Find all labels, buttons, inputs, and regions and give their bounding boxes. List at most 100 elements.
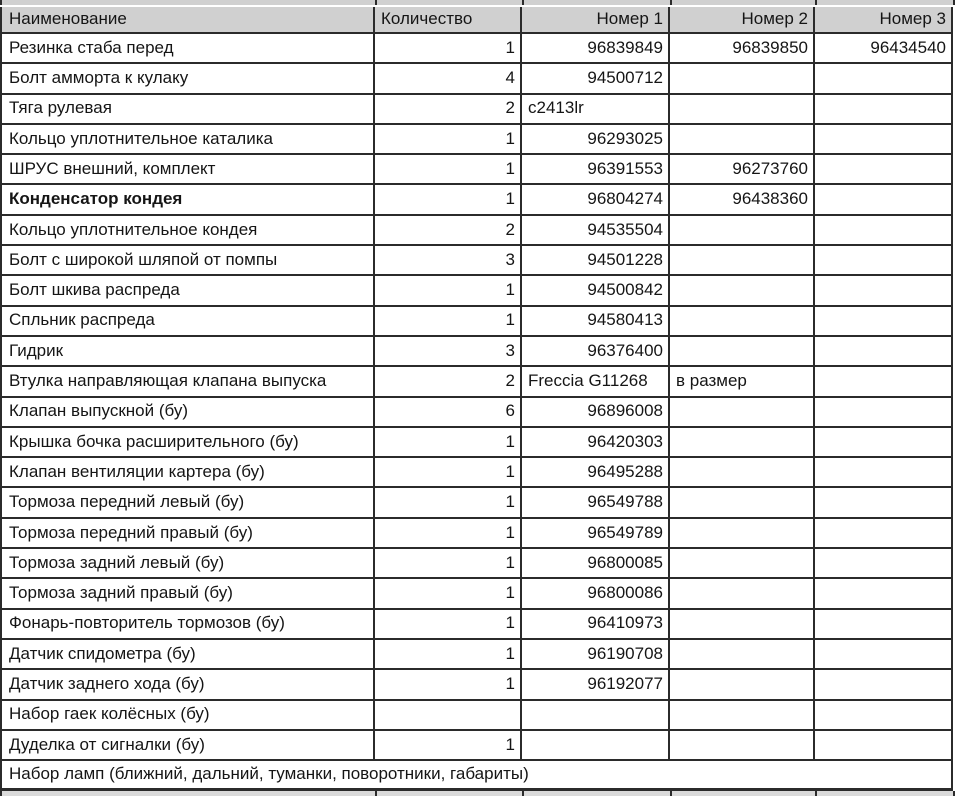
cell-number-1[interactable]: 96391553 [522,155,670,186]
cell-number-1[interactable]: 96839849 [522,34,670,65]
cell-quantity[interactable]: 1 [375,155,522,186]
cell-number-1[interactable]: 96420303 [522,427,670,459]
cell-name[interactable]: Тяга рулевая [0,94,375,125]
cell-name[interactable]: Датчик спидометра (бу) [0,639,375,671]
cell-number-3[interactable] [815,700,953,731]
cell-name[interactable]: Набор гаек колёсных (бу) [0,700,375,731]
cell-quantity[interactable]: 6 [375,397,522,428]
cell-number-3[interactable] [815,639,953,671]
cell-number-1[interactable] [522,700,670,731]
cell-quantity[interactable]: 4 [375,64,522,95]
cell-number-2[interactable] [670,730,815,762]
cell-number-3[interactable] [815,124,953,156]
cell-number-1[interactable]: 96804274 [522,185,670,216]
cell-number-1[interactable]: 94535504 [522,215,670,247]
cell-name[interactable]: Тормоза передний правый (бу) [0,518,375,550]
cell-number-2[interactable] [670,518,815,550]
header-number-1[interactable]: Номер 1 [522,7,670,34]
cell-quantity[interactable]: 1 [375,549,522,580]
cell-number-3[interactable] [815,609,953,640]
cell-number-1[interactable]: 94580413 [522,306,670,337]
cell-number-2[interactable] [670,306,815,337]
cell-name[interactable]: Спльник распреда [0,306,375,337]
cell-quantity[interactable]: 1 [375,639,522,671]
cell-name[interactable]: Фонарь-повторитель тормозов (бу) [0,609,375,640]
cell-quantity[interactable]: 1 [375,34,522,65]
cell-number-2[interactable] [670,276,815,307]
cell-quantity[interactable]: 2 [375,94,522,125]
cell-number-3[interactable] [815,215,953,247]
cell-number-2[interactable] [670,579,815,610]
cell-number-3[interactable] [815,488,953,519]
cell-number-2[interactable] [670,488,815,519]
header-number-3[interactable]: Номер 3 [815,7,953,34]
cell-number-1[interactable] [522,730,670,762]
cell-number-3[interactable] [815,397,953,428]
cell-number-1[interactable]: c2413lr [522,94,670,125]
cell-number-1[interactable]: 96549788 [522,488,670,519]
cell-quantity[interactable]: 1 [375,185,522,216]
header-name[interactable]: Наименование [0,7,375,34]
cell-quantity[interactable]: 1 [375,609,522,640]
cell-number-2[interactable] [670,670,815,701]
cell-name[interactable]: Тормоза передний левый (бу) [0,488,375,519]
cell-quantity[interactable]: 2 [375,367,522,398]
cell-number-2[interactable] [670,124,815,156]
cell-number-2[interactable] [670,215,815,247]
cell-number-2[interactable] [670,246,815,277]
cell-number-2[interactable]: 96273760 [670,155,815,186]
cell-number-1[interactable]: 96549789 [522,518,670,550]
cell-quantity[interactable]: 1 [375,488,522,519]
cell-number-3[interactable] [815,336,953,368]
cell-quantity[interactable]: 1 [375,670,522,701]
cell-number-2[interactable] [670,64,815,95]
cell-number-1[interactable]: 96192077 [522,670,670,701]
cell-name[interactable]: Болт шкива распреда [0,276,375,307]
cell-number-1[interactable]: 96800086 [522,579,670,610]
cell-name[interactable]: Болт амморта к кулаку [0,64,375,95]
cell-number-3[interactable] [815,730,953,762]
cell-number-1[interactable]: 96800085 [522,549,670,580]
cell-number-3[interactable]: 96434540 [815,34,953,65]
cell-number-2[interactable] [670,609,815,640]
merged-row-lamps[interactable]: Набор ламп (ближний, дальний, туманки, п… [0,761,953,792]
cell-number-2[interactable]: в размер [670,367,815,398]
cell-name[interactable]: Тормоза задний правый (бу) [0,579,375,610]
cell-quantity[interactable]: 3 [375,336,522,368]
header-quantity[interactable]: Количество [375,7,522,34]
cell-name[interactable]: Кольцо уплотнительное кондея [0,215,375,247]
cell-number-1[interactable]: 94500842 [522,276,670,307]
cell-name[interactable]: Крышка бочка расширительного (бу) [0,427,375,459]
cell-number-1[interactable]: 96495288 [522,458,670,489]
cell-number-2[interactable] [670,336,815,368]
cell-name[interactable]: Кольцо уплотнительное каталика [0,124,375,156]
cell-number-2[interactable] [670,427,815,459]
cell-number-3[interactable] [815,185,953,216]
cell-quantity[interactable]: 2 [375,215,522,247]
cell-number-2[interactable] [670,458,815,489]
cell-quantity[interactable]: 1 [375,124,522,156]
cell-number-3[interactable] [815,549,953,580]
cell-number-3[interactable] [815,94,953,125]
cell-number-3[interactable] [815,155,953,186]
cell-number-1[interactable]: 96896008 [522,397,670,428]
header-number-2[interactable]: Номер 2 [670,7,815,34]
cell-number-1[interactable]: 96410973 [522,609,670,640]
cell-name[interactable]: Тормоза задний левый (бу) [0,549,375,580]
cell-name[interactable]: ШРУС внешний, комплект [0,155,375,186]
cell-quantity[interactable]: 1 [375,427,522,459]
cell-number-3[interactable] [815,367,953,398]
cell-number-3[interactable] [815,276,953,307]
cell-name[interactable]: Гидрик [0,336,375,368]
cell-name[interactable]: Втулка направляющая клапана выпуска [0,367,375,398]
cell-number-2[interactable] [670,700,815,731]
cell-number-2[interactable] [670,549,815,580]
cell-number-2[interactable] [670,639,815,671]
cell-number-3[interactable] [815,670,953,701]
cell-number-1[interactable]: 96293025 [522,124,670,156]
cell-name[interactable]: Резинка стаба перед [0,34,375,65]
cell-number-3[interactable] [815,518,953,550]
cell-number-2[interactable] [670,397,815,428]
cell-number-3[interactable] [815,458,953,489]
cell-name[interactable]: Датчик заднего хода (бу) [0,670,375,701]
